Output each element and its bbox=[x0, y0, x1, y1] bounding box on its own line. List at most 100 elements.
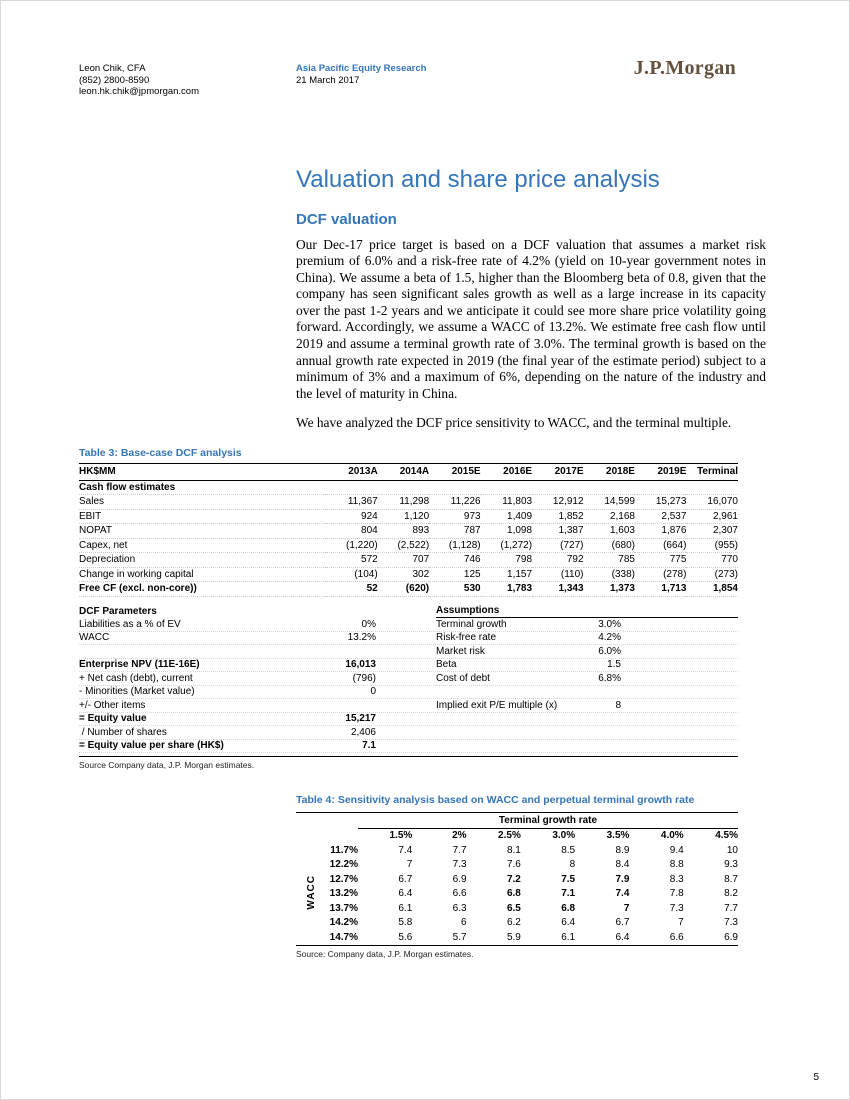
table4-value: 6.3 bbox=[452, 902, 467, 914]
table3-value: 16,070 bbox=[686, 494, 738, 510]
parameter-label: = Equity value bbox=[79, 713, 147, 725]
table4-value: 6.8 bbox=[506, 888, 521, 900]
assumption-label: Beta bbox=[436, 659, 457, 671]
table3-value: (338) bbox=[583, 567, 635, 583]
table3-value: 302 bbox=[377, 567, 430, 583]
table4-value: 5.6 bbox=[398, 931, 413, 943]
table3-value: 2,537 bbox=[634, 509, 687, 525]
parameter-value: 7.1 bbox=[362, 740, 376, 752]
page-title: Valuation and share price analysis bbox=[296, 165, 660, 193]
table3-value: (110) bbox=[532, 567, 584, 583]
table3-value: (955) bbox=[686, 538, 738, 554]
parameter-row: Liabilities as a % of EV 0% Terminal growt… bbox=[79, 618, 738, 632]
table4-column-header: 2% bbox=[452, 830, 467, 842]
table3-value: 1,713 bbox=[634, 581, 687, 597]
parameter-value: 16,013 bbox=[345, 659, 376, 671]
table4-value: 7.4 bbox=[615, 888, 630, 900]
table4-value: 6 bbox=[461, 917, 467, 929]
table3-section-label: Cash flow estimates bbox=[79, 480, 738, 496]
table4-value: 7.9 bbox=[615, 873, 630, 885]
research-division-block: Asia Pacific Equity Research 21 March 20… bbox=[296, 63, 634, 86]
table3-value: 52 bbox=[326, 581, 378, 597]
table3-value: (104) bbox=[326, 567, 378, 583]
table4-value: 7.6 bbox=[506, 859, 521, 871]
table3-value: (278) bbox=[634, 567, 687, 583]
table4-value: 6.1 bbox=[561, 931, 576, 943]
analyst-phone: (852) 2800-8590 bbox=[79, 74, 150, 86]
assumption-label: Implied exit P/E multiple (x) bbox=[436, 699, 558, 711]
table4-value: 8.1 bbox=[506, 844, 521, 856]
table3-value: (2,522) bbox=[377, 538, 430, 554]
table3-column-header: 2016E bbox=[480, 463, 533, 481]
table3-value: 775 bbox=[634, 552, 687, 568]
table4-column-header-row: 1.5% 2% 2.5% 3.0% 3.5% 4.0% 4.5% bbox=[296, 828, 738, 843]
main-text-column: Valuation and share price analysis DCF v… bbox=[296, 166, 766, 433]
table3-row: EBIT 924 1,120 973 1,409 1,852 2,168 2,537 2,961 bbox=[79, 509, 738, 525]
table3-column-header: 2013A bbox=[326, 463, 378, 481]
table3-section-row: Cash flow estimates bbox=[79, 480, 738, 496]
table4-value: 6.8 bbox=[561, 902, 576, 914]
table3-value: 792 bbox=[532, 552, 584, 568]
parameter-label: / Number of shares bbox=[79, 726, 167, 738]
table3-column-header: 2017E bbox=[532, 463, 584, 481]
parameter-value: 2,406 bbox=[350, 726, 376, 738]
parameter-row: / Number of shares 2,406 bbox=[79, 726, 738, 740]
parameter-label: DCF Parameters bbox=[79, 606, 157, 618]
table4-value: 9.4 bbox=[669, 844, 684, 856]
table4-value: 7.4 bbox=[398, 844, 413, 856]
table3-value: 1,120 bbox=[377, 509, 430, 525]
table3-value: 2,307 bbox=[686, 523, 738, 539]
table3-row-label: EBIT bbox=[79, 509, 327, 525]
table4-header: Terminal growth rate 1.5% 2% 2.5% 3.0% 3.5% 4.… bbox=[296, 812, 738, 844]
parameter-row: WACC 13.2% Risk-free rate 4.2% bbox=[79, 632, 738, 646]
table3-value: 787 bbox=[429, 523, 481, 539]
wacc-axis-label: WACC bbox=[296, 843, 327, 945]
table3-value: 1,098 bbox=[480, 523, 533, 539]
table4-wacc-value: 11.7% bbox=[330, 844, 358, 856]
table3-column-header: 2018E bbox=[583, 463, 635, 481]
jpmorgan-logo: J.P.Morgan bbox=[633, 57, 736, 79]
table3-caption: Table 3: Base-case DCF analysis bbox=[79, 447, 242, 460]
table3-value: 1,157 bbox=[480, 567, 533, 583]
table4-value: 8.8 bbox=[669, 859, 684, 871]
table3-value: 804 bbox=[326, 523, 378, 539]
table4-value: 7.7 bbox=[724, 902, 738, 914]
table3-value: 1,854 bbox=[686, 581, 738, 597]
table4-value: 7.3 bbox=[452, 859, 467, 871]
table3-value: 924 bbox=[326, 509, 378, 525]
table3-value: (1,272) bbox=[480, 538, 533, 554]
table4-wacc-value: 13.7% bbox=[329, 902, 358, 914]
assumption-label: Terminal growth bbox=[436, 618, 507, 630]
table3-value: 746 bbox=[429, 552, 481, 568]
body-paragraph-2: We have analyzed the DCF price sensitivi… bbox=[296, 415, 732, 431]
table4-wacc-value: 14.2% bbox=[329, 917, 358, 929]
report-header: Leon Chik, CFA (852) 2800-8590 leon.hk.c… bbox=[79, 57, 736, 98]
table3-value: (727) bbox=[532, 538, 584, 554]
table4-value: 6.4 bbox=[615, 931, 630, 943]
page-number: 5 bbox=[813, 1072, 819, 1083]
table4-value: 6.9 bbox=[452, 873, 467, 885]
assumption-value: 1.5 bbox=[607, 659, 621, 671]
parameter-value: 0% bbox=[361, 618, 376, 630]
table3-value: 125 bbox=[429, 567, 481, 583]
table3-row: Sales 11,367 11,298 11,226 11,803 12,912 14,59… bbox=[79, 494, 738, 510]
table3-row: Free CF (excl. non-core)) 52 (620) 530 1,783… bbox=[79, 581, 738, 597]
table3-value: (1,128) bbox=[429, 538, 481, 554]
table4-row: 14.2% 5.8 6 6.2 6.4 6.7 7 7.3 bbox=[296, 916, 738, 931]
table4-value: 6.5 bbox=[506, 902, 521, 914]
table3-value: 893 bbox=[377, 523, 430, 539]
assumption-value: 3.0% bbox=[598, 618, 621, 630]
table4-value: 6.7 bbox=[398, 873, 413, 885]
table4-value: 9.3 bbox=[724, 859, 738, 871]
table4-row: WACC 11.7% 7.4 7.7 8.1 8.5 8.9 9.4 10 bbox=[296, 843, 738, 910]
parameter-row: + Net cash (debt), current (796) Cost of d… bbox=[79, 672, 738, 686]
table3-value: 1,603 bbox=[583, 523, 635, 539]
table3-row-label: Depreciation bbox=[79, 552, 327, 568]
table4-column-header: 4.0% bbox=[660, 830, 684, 842]
table4-caption: Table 4: Sensitivity analysis based on W… bbox=[296, 794, 695, 807]
table4-value: 8.3 bbox=[669, 873, 684, 885]
table4-value: 8.5 bbox=[561, 844, 576, 856]
table4-value: 5.9 bbox=[506, 931, 521, 943]
analyst-email[interactable]: leon.hk.chik@jpmorgan.com bbox=[79, 86, 200, 97]
table4-value: 8 bbox=[569, 859, 576, 871]
